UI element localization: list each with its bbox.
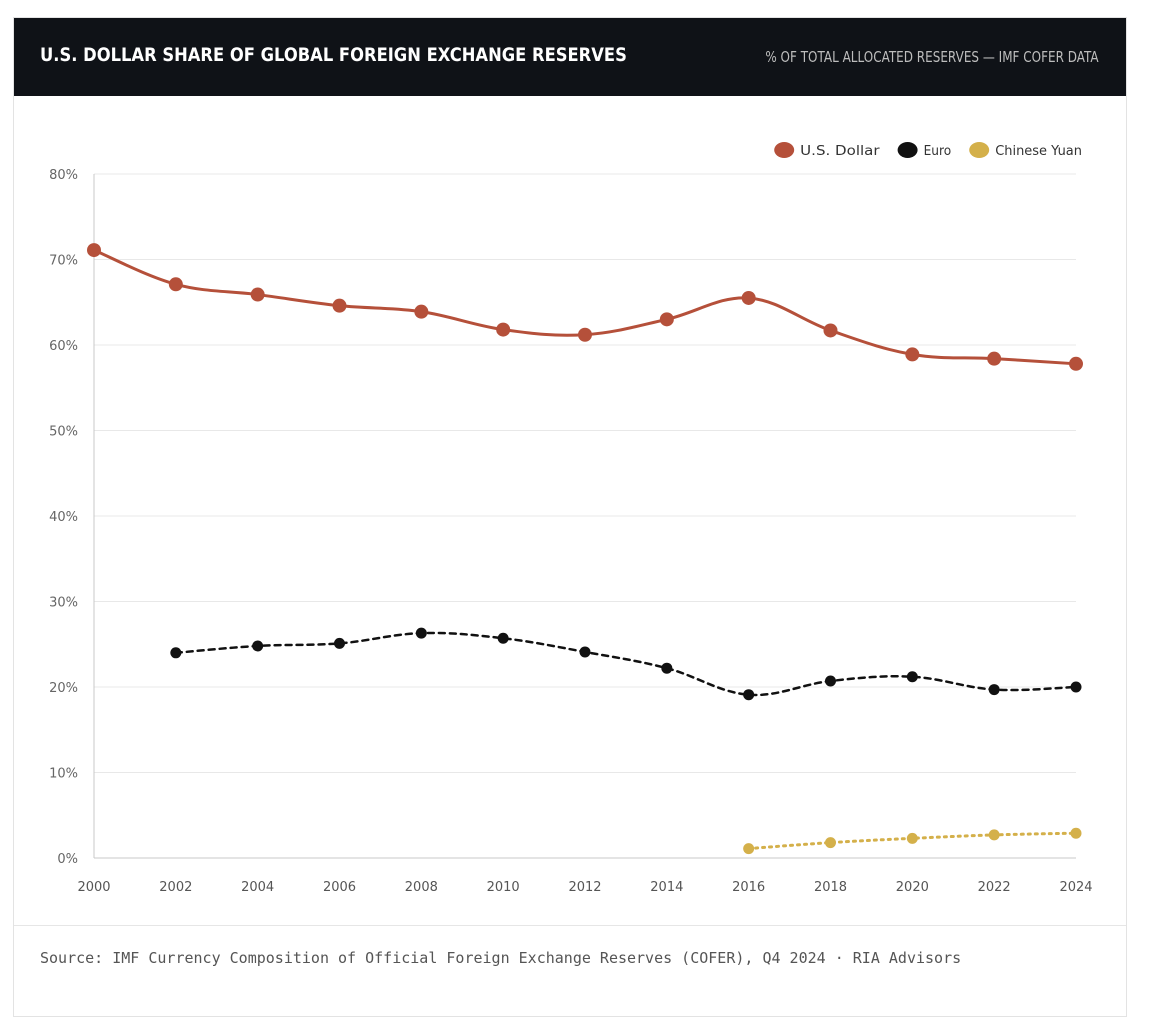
data-point-euro <box>906 671 918 683</box>
y-tick-label: 30% <box>49 596 78 611</box>
data-point-u-s-dollar <box>87 243 101 258</box>
data-point-u-s-dollar <box>250 287 265 302</box>
data-point-u-s-dollar <box>659 312 674 327</box>
x-tick-label: 2024 <box>1059 880 1092 895</box>
axis-layer: 0% 10% 20% 30% 40% 50% 60% 70% 80% 2000 2002 2004 20… <box>49 168 1092 895</box>
x-tick-label: 2006 <box>323 880 356 895</box>
series-line-euro <box>174 631 1078 697</box>
line-chart: 0% 10% 20% 30% 40% 50% 60% 70% 80% 2000 2002 2004 20… <box>49 142 1093 895</box>
legend-item-u-s-dollar: U.S. Dollar <box>774 142 880 159</box>
y-tick-label: 70% <box>49 254 78 269</box>
data-point-chinese-yuan <box>1070 827 1082 839</box>
series-layer <box>87 243 1083 855</box>
y-tick-label: 50% <box>49 425 78 440</box>
data-point-u-s-dollar <box>168 277 183 292</box>
source-note: Source: IMF Currency Composition of Offi… <box>40 949 962 967</box>
legend-item-euro: Euro <box>897 142 952 159</box>
legend-label: Euro <box>924 144 952 159</box>
data-point-euro <box>1070 681 1082 693</box>
data-point-euro <box>743 689 755 701</box>
legend-swatch <box>897 142 918 158</box>
data-point-u-s-dollar <box>414 304 429 319</box>
x-tick-label: 2014 <box>650 880 683 895</box>
x-tick-label: 2002 <box>159 880 192 895</box>
x-tick-label: 2022 <box>978 880 1011 895</box>
legend-swatch <box>969 142 990 158</box>
chart-header: U.S. DOLLAR SHARE OF GLOBAL FOREIGN EXCH… <box>14 18 1126 96</box>
data-point-u-s-dollar <box>578 327 592 342</box>
x-tick-label: 2000 <box>77 880 110 895</box>
chart-card: U.S. DOLLAR SHARE OF GLOBAL FOREIGN EXCH… <box>13 17 1127 1017</box>
data-point-euro <box>170 647 182 659</box>
data-point-euro <box>661 662 673 674</box>
y-tick-label: 40% <box>49 510 78 525</box>
data-point-chinese-yuan <box>906 832 918 844</box>
y-tick-label: 60% <box>49 339 78 354</box>
legend-label: Chinese Yuan <box>995 144 1082 159</box>
legend-item-chinese-yuan: Chinese Yuan <box>969 142 1082 159</box>
x-tick-label: 2008 <box>405 880 438 895</box>
data-point-euro <box>497 632 509 644</box>
grid-layer <box>94 173 1076 773</box>
chart-footer: Source: IMF Currency Composition of Offi… <box>14 925 1126 1018</box>
chart-subtitle: % OF TOTAL ALLOCATED RESERVES — IMF COFE… <box>765 48 1099 66</box>
data-point-chinese-yuan <box>988 829 1000 841</box>
data-point-euro <box>334 637 345 649</box>
series-line-u-s-dollar <box>92 248 1078 366</box>
data-point-u-s-dollar <box>905 347 920 362</box>
x-tick-label: 2020 <box>896 880 929 895</box>
x-tick-label: 2010 <box>487 880 520 895</box>
y-tick-label: 0% <box>57 852 78 867</box>
data-point-u-s-dollar <box>987 351 1002 366</box>
data-point-u-s-dollar <box>496 322 511 337</box>
data-point-euro <box>252 640 264 652</box>
data-point-u-s-dollar <box>332 298 347 313</box>
data-point-u-s-dollar <box>823 323 838 338</box>
data-point-euro <box>415 627 427 639</box>
y-tick-label: 20% <box>49 681 78 696</box>
series-u-s-dollar <box>87 243 1083 371</box>
data-point-chinese-yuan <box>825 837 836 849</box>
data-point-u-s-dollar <box>741 290 756 305</box>
legend-label: U.S. Dollar <box>800 144 880 159</box>
data-point-euro <box>579 646 591 658</box>
data-point-u-s-dollar <box>1069 356 1083 371</box>
series-euro <box>170 627 1082 701</box>
data-point-chinese-yuan <box>743 843 755 855</box>
legend: Chinese Yuan Euro U.S. Dollar <box>774 142 1082 159</box>
data-point-euro <box>825 675 836 687</box>
x-tick-label: 2012 <box>568 880 601 895</box>
data-point-euro <box>988 684 1000 696</box>
y-tick-label: 10% <box>49 767 78 782</box>
x-tick-label: 2016 <box>732 880 765 895</box>
legend-swatch <box>774 142 795 158</box>
x-tick-label: 2018 <box>814 880 847 895</box>
series-chinese-yuan <box>743 827 1082 855</box>
x-tick-label: 2004 <box>241 880 274 895</box>
y-tick-label: 80% <box>49 168 78 183</box>
chart-title: U.S. DOLLAR SHARE OF GLOBAL FOREIGN EXCH… <box>40 44 627 66</box>
